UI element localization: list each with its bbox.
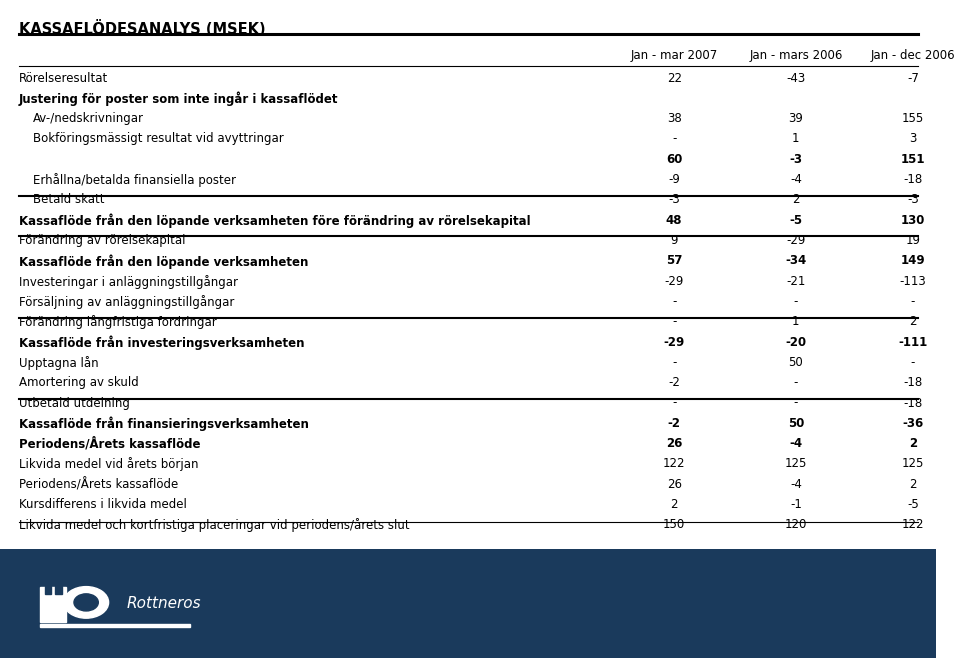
Text: Upptagna lån: Upptagna lån xyxy=(19,356,98,370)
Text: Försäljning av anläggningstillgångar: Försäljning av anläggningstillgångar xyxy=(19,295,234,309)
Text: 2: 2 xyxy=(909,478,917,491)
Text: -: - xyxy=(672,397,676,409)
Text: -21: -21 xyxy=(786,274,805,288)
Text: Betald skatt: Betald skatt xyxy=(33,193,105,207)
Text: -3: -3 xyxy=(668,193,680,207)
Text: 57: 57 xyxy=(666,255,683,267)
Text: 125: 125 xyxy=(784,457,807,470)
Text: 125: 125 xyxy=(901,457,924,470)
Text: 9: 9 xyxy=(670,234,678,247)
Text: Jan - mar 2007: Jan - mar 2007 xyxy=(631,49,718,63)
Text: -18: -18 xyxy=(903,376,923,390)
Text: 130: 130 xyxy=(900,214,925,227)
Text: 26: 26 xyxy=(666,478,682,491)
Text: Förändring långfristiga fordringar: Förändring långfristiga fordringar xyxy=(19,315,216,329)
Text: -36: -36 xyxy=(902,417,924,430)
Text: -34: -34 xyxy=(785,255,806,267)
Text: -: - xyxy=(794,295,798,308)
Text: Rottneros: Rottneros xyxy=(127,596,201,611)
Text: 120: 120 xyxy=(784,519,807,532)
Text: Periodens/Årets kassaflöde: Periodens/Årets kassaflöde xyxy=(19,478,178,492)
Text: Kassaflöde från investeringsverksamheten: Kassaflöde från investeringsverksamheten xyxy=(19,336,304,350)
Bar xyxy=(45,586,52,594)
Text: -5: -5 xyxy=(907,498,919,511)
Text: Kassaflöde från finansieringsverksamheten: Kassaflöde från finansieringsverksamhete… xyxy=(19,417,308,432)
Text: Bokföringsmässigt resultat vid avyttringar: Bokföringsmässigt resultat vid avyttring… xyxy=(33,132,283,145)
Text: Rörelseresultat: Rörelseresultat xyxy=(19,72,108,84)
Text: Likvida medel och kortfristiga placeringar vid periodens/årets slut: Likvida medel och kortfristiga placering… xyxy=(19,519,409,532)
Text: -2: -2 xyxy=(668,376,680,390)
Text: -: - xyxy=(911,295,915,308)
Text: Kassaflöde från den löpande verksamheten: Kassaflöde från den löpande verksamheten xyxy=(19,255,308,269)
Text: -3: -3 xyxy=(907,193,919,207)
Text: -7: -7 xyxy=(907,72,919,84)
Text: Av-/nedskrivningar: Av-/nedskrivningar xyxy=(33,112,144,125)
Bar xyxy=(40,587,66,622)
Text: -: - xyxy=(672,315,676,328)
Circle shape xyxy=(74,594,98,611)
Text: 50: 50 xyxy=(787,417,804,430)
Text: Jan - dec 2006: Jan - dec 2006 xyxy=(871,49,955,63)
Text: 19: 19 xyxy=(905,234,921,247)
Text: -20: -20 xyxy=(785,336,806,349)
Text: 48: 48 xyxy=(666,214,683,227)
Text: -18: -18 xyxy=(903,397,923,409)
Text: -29: -29 xyxy=(786,234,805,247)
Text: Kassaflöde från den löpande verksamheten före förändring av rörelsekapital: Kassaflöde från den löpande verksamheten… xyxy=(19,214,530,228)
Bar xyxy=(40,624,190,626)
Text: 151: 151 xyxy=(900,153,925,166)
Text: -111: -111 xyxy=(899,336,927,349)
Text: -18: -18 xyxy=(903,173,923,186)
Text: -1: -1 xyxy=(790,498,802,511)
Text: Kursdifferens i likvida medel: Kursdifferens i likvida medel xyxy=(19,498,186,511)
Text: Investeringar i anläggningstillgångar: Investeringar i anläggningstillgångar xyxy=(19,274,238,289)
Text: -: - xyxy=(794,397,798,409)
Text: KASSAFLÖDESANALYS (MSEK): KASSAFLÖDESANALYS (MSEK) xyxy=(19,20,265,37)
Text: 50: 50 xyxy=(788,356,804,369)
Text: -3: -3 xyxy=(789,153,803,166)
Text: 155: 155 xyxy=(901,112,924,125)
Text: 1: 1 xyxy=(792,315,800,328)
Text: Amortering av skuld: Amortering av skuld xyxy=(19,376,138,390)
Text: Periodens/Årets kassaflöde: Periodens/Årets kassaflöde xyxy=(19,437,201,451)
Text: 2: 2 xyxy=(792,193,800,207)
Text: 2: 2 xyxy=(670,498,678,511)
Bar xyxy=(56,586,61,594)
Text: Likvida medel vid årets början: Likvida medel vid årets början xyxy=(19,457,198,471)
Text: -: - xyxy=(672,356,676,369)
Text: 149: 149 xyxy=(900,255,925,267)
Text: 2: 2 xyxy=(909,437,917,450)
Text: 39: 39 xyxy=(788,112,804,125)
Text: Förändring av rörelsekapital: Förändring av rörelsekapital xyxy=(19,234,185,247)
Text: -: - xyxy=(672,295,676,308)
Text: 22: 22 xyxy=(666,72,682,84)
Text: 150: 150 xyxy=(663,519,685,532)
Text: -2: -2 xyxy=(667,417,681,430)
Text: -4: -4 xyxy=(790,478,802,491)
Text: Utbetald utdelning: Utbetald utdelning xyxy=(19,397,130,409)
Text: -: - xyxy=(794,376,798,390)
Text: 38: 38 xyxy=(667,112,682,125)
Text: -29: -29 xyxy=(663,336,684,349)
Text: 122: 122 xyxy=(662,457,685,470)
Text: Jan - mars 2006: Jan - mars 2006 xyxy=(749,49,843,63)
Text: -: - xyxy=(672,132,676,145)
Circle shape xyxy=(63,587,108,619)
Text: -9: -9 xyxy=(668,173,680,186)
Text: -4: -4 xyxy=(790,173,802,186)
Text: -: - xyxy=(911,356,915,369)
Text: 1: 1 xyxy=(792,132,800,145)
Text: -29: -29 xyxy=(664,274,684,288)
Text: -113: -113 xyxy=(900,274,926,288)
Text: Erhållna/betalda finansiella poster: Erhållna/betalda finansiella poster xyxy=(33,173,236,187)
Text: 26: 26 xyxy=(666,437,683,450)
Text: Justering för poster som inte ingår i kassaflödet: Justering för poster som inte ingår i ka… xyxy=(19,92,338,107)
Text: -5: -5 xyxy=(789,214,803,227)
Text: 122: 122 xyxy=(901,519,924,532)
Text: -43: -43 xyxy=(786,72,805,84)
Text: -4: -4 xyxy=(789,437,803,450)
Text: 60: 60 xyxy=(666,153,683,166)
Text: 2: 2 xyxy=(909,315,917,328)
Text: 3: 3 xyxy=(909,132,917,145)
